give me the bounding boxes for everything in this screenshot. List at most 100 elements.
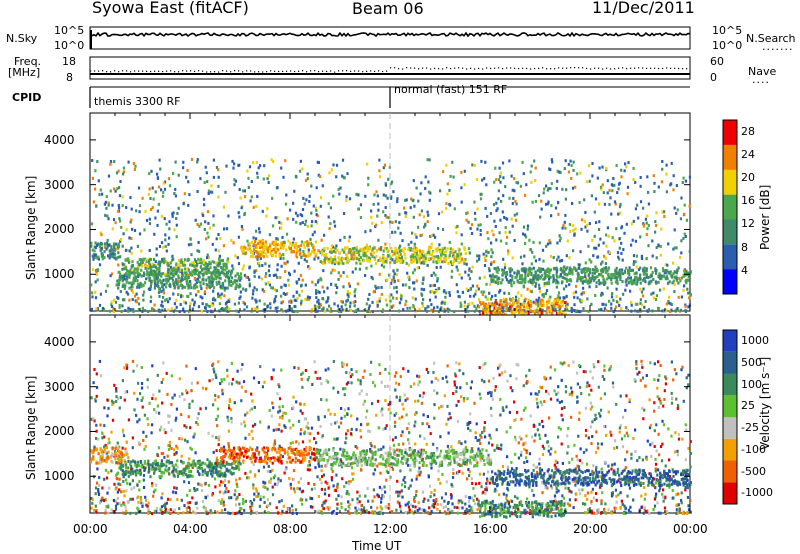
data-pixel bbox=[475, 178, 479, 181]
data-pixel bbox=[109, 189, 112, 193]
data-pixel bbox=[126, 248, 129, 252]
data-pixel bbox=[382, 166, 385, 170]
data-band-pixel bbox=[546, 309, 549, 313]
data-pixel bbox=[468, 470, 471, 474]
data-band-pixel bbox=[142, 273, 146, 276]
data-pixel bbox=[422, 391, 425, 395]
data-pixel bbox=[688, 204, 691, 208]
data-band-pixel bbox=[355, 248, 358, 252]
data-pixel bbox=[604, 262, 607, 265]
data-pixel bbox=[252, 161, 255, 165]
data-pixel bbox=[558, 234, 561, 238]
data-band-pixel bbox=[431, 256, 434, 260]
data-pixel bbox=[251, 292, 255, 296]
data-pixel bbox=[208, 226, 211, 230]
data-pixel bbox=[673, 290, 676, 293]
data-pixel bbox=[608, 203, 611, 206]
data-pixel bbox=[434, 235, 437, 239]
data-band-pixel bbox=[261, 253, 264, 257]
data-pixel bbox=[639, 309, 642, 313]
data-pixel bbox=[652, 296, 655, 300]
data-pixel bbox=[315, 448, 318, 452]
data-pixel bbox=[491, 229, 494, 233]
data-pixel bbox=[365, 243, 368, 247]
data-pixel bbox=[429, 484, 432, 488]
data-pixel bbox=[299, 222, 302, 226]
data-pixel bbox=[532, 240, 535, 244]
data-band-pixel bbox=[172, 282, 175, 286]
data-pixel bbox=[647, 190, 650, 194]
data-pixel bbox=[97, 492, 101, 496]
data-pixel bbox=[615, 295, 618, 299]
data-band-pixel bbox=[99, 242, 102, 246]
data-pixel bbox=[493, 388, 497, 392]
data-pixel bbox=[281, 414, 284, 418]
data-pixel bbox=[170, 374, 173, 378]
data-band-pixel bbox=[154, 265, 158, 269]
data-pixel bbox=[375, 190, 378, 194]
data-pixel bbox=[255, 229, 258, 233]
data-pixel bbox=[544, 433, 547, 437]
data-pixel bbox=[400, 297, 403, 301]
data-pixel bbox=[241, 267, 244, 271]
data-pixel bbox=[164, 238, 167, 242]
data-pixel bbox=[135, 209, 138, 213]
data-pixel bbox=[304, 219, 307, 223]
data-pixel bbox=[215, 237, 218, 241]
data-pixel bbox=[430, 308, 433, 312]
data-band-pixel bbox=[490, 276, 493, 280]
data-pixel bbox=[453, 380, 456, 384]
data-pixel bbox=[504, 217, 507, 220]
data-band-pixel bbox=[111, 254, 114, 258]
data-pixel bbox=[642, 294, 645, 298]
data-pixel bbox=[193, 300, 196, 304]
data-band-pixel bbox=[622, 272, 625, 276]
data-pixel bbox=[187, 243, 191, 247]
data-band-pixel bbox=[561, 299, 565, 303]
data-pixel bbox=[271, 485, 274, 489]
data-pixel bbox=[188, 406, 191, 410]
data-pixel bbox=[542, 295, 545, 299]
data-pixel bbox=[272, 273, 275, 277]
data-pixel bbox=[217, 175, 220, 179]
data-pixel bbox=[434, 290, 438, 293]
data-pixel bbox=[547, 187, 550, 191]
data-pixel bbox=[342, 285, 345, 289]
data-pixel bbox=[131, 479, 134, 483]
data-pixel bbox=[655, 298, 658, 301]
data-band-pixel bbox=[163, 272, 166, 276]
data-band-pixel bbox=[208, 260, 211, 264]
data-band-pixel bbox=[411, 249, 414, 252]
data-pixel bbox=[353, 290, 356, 294]
data-band-pixel bbox=[553, 267, 556, 271]
data-pixel bbox=[599, 237, 602, 241]
data-band-pixel bbox=[665, 276, 668, 280]
data-band-pixel bbox=[493, 303, 496, 307]
data-pixel bbox=[200, 309, 203, 313]
data-pixel bbox=[188, 489, 191, 493]
data-band-pixel bbox=[599, 268, 603, 272]
data-band-pixel bbox=[522, 267, 525, 271]
data-pixel bbox=[640, 254, 643, 258]
data-pixel bbox=[538, 296, 541, 300]
data-pixel bbox=[167, 177, 170, 181]
data-band-pixel bbox=[126, 277, 129, 280]
data-band-pixel bbox=[363, 259, 366, 263]
data-band-pixel bbox=[222, 271, 225, 275]
data-pixel bbox=[109, 274, 112, 278]
data-pixel bbox=[142, 486, 146, 489]
data-pixel bbox=[257, 492, 260, 496]
data-pixel bbox=[574, 185, 577, 189]
data-pixel bbox=[404, 198, 407, 202]
data-pixel bbox=[626, 192, 629, 196]
data-pixel bbox=[211, 190, 214, 194]
data-pixel bbox=[274, 295, 277, 299]
data-pixel bbox=[569, 230, 572, 234]
data-pixel bbox=[172, 292, 175, 296]
data-pixel bbox=[672, 261, 675, 265]
data-band-pixel bbox=[113, 256, 116, 260]
data-pixel bbox=[381, 511, 384, 515]
data-pixel bbox=[427, 498, 430, 502]
data-pixel bbox=[120, 310, 123, 313]
